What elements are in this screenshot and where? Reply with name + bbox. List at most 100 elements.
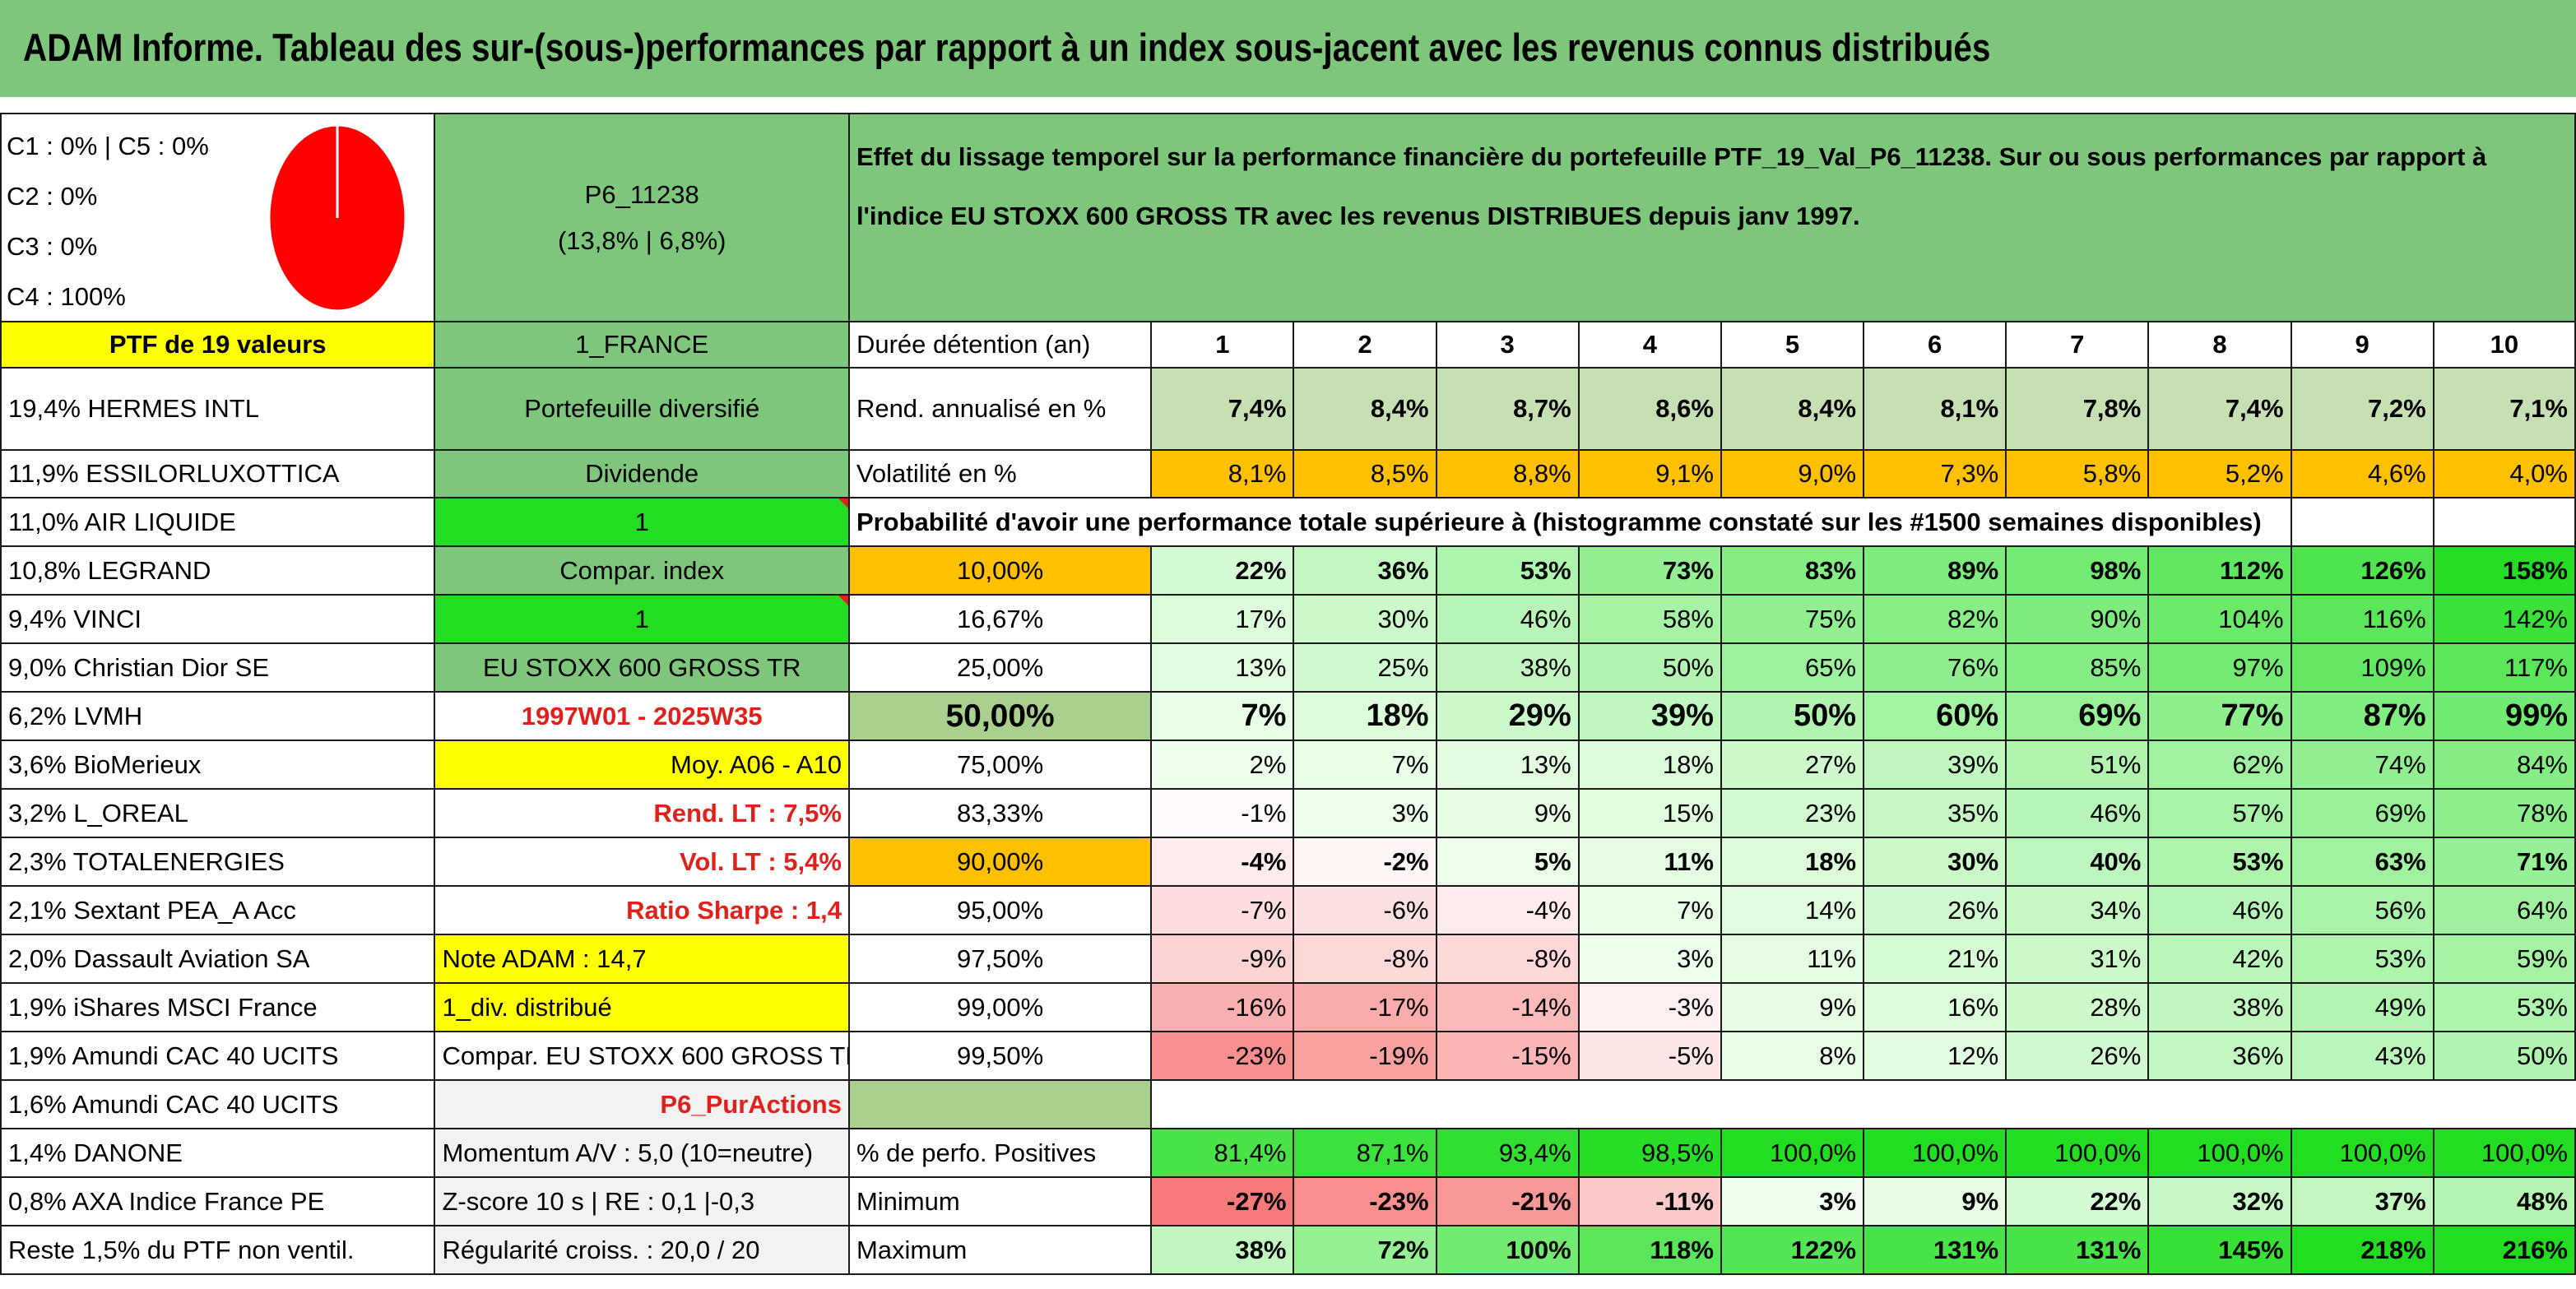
info-cell: 1997W01 - 2025W35 [434,691,850,741]
holding-cell: 1,9% iShares MSCI France [0,982,436,1032]
table-row: 11,9% ESSILORLUXOTTICA Dividende Volatilit… [0,449,2576,498]
percentile-value: -7% [1150,885,1295,935]
percentile-value: -5% [1577,1031,1722,1081]
pie-legend-item: C2 : 0% [7,182,98,211]
percentile-value: 57% [2147,788,2292,838]
info-cell: 1_FRANCE [434,321,850,369]
percentile-value: 8% [1720,1031,1865,1081]
percentile-value: 60% [1863,691,2007,741]
year-header: 9 [2290,321,2434,369]
percentile-label: 10,00% [847,545,1153,596]
percentile-value: 126% [2290,545,2434,596]
holding-cell: 9,4% VINCI [0,594,436,644]
year-header: 2 [1293,321,1437,369]
pos-value: 87,1% [1293,1128,1437,1178]
percentile-value: 27% [1720,740,1865,790]
min-label: Minimum [847,1176,1153,1226]
percentile-value: 63% [2290,837,2434,887]
fund-code: P6_11238 [584,179,699,209]
min-value: -27% [1150,1176,1295,1226]
percentile-value: 53% [1435,545,1580,596]
pos-value: 81,4% [1150,1128,1295,1178]
percentile-value: 17% [1150,594,1295,644]
percentile-value: 7% [1150,691,1295,741]
info-cell: Ratio Sharpe : 1,4 [434,885,850,935]
min-value: 32% [2147,1176,2292,1226]
rend-value: 7,1% [2432,367,2576,451]
percentile-value: -16% [1150,982,1295,1032]
percentile-value: -3% [1577,982,1722,1032]
fund-performance: (13,8% | 6,8%) [557,225,726,255]
vol-value: 4,0% [2432,449,2576,498]
table-row: 10,8% LEGRAND Compar. index 10,00% 22% 36% 53… [0,545,2576,596]
percentile-label: 95,00% [847,885,1153,935]
max-label: Maximum [847,1225,1153,1275]
percentile-value: 13% [1435,740,1580,790]
percentile-value: 13% [1150,642,1295,693]
table-row: 2,1% Sextant PEA_A Acc Ratio Sharpe : 1,4… [0,885,2576,935]
percentile-value: 78% [2432,788,2576,838]
percentile-value: 82% [1863,594,2007,644]
pos-value: 100,0% [2147,1128,2292,1178]
holding-cell: 3,2% L_OREAL [0,788,436,838]
percentile-value: 15% [1577,788,1722,838]
percentile-value: 3% [1577,934,1722,984]
pos-value: 98,5% [1577,1128,1722,1178]
vol-value: 5,8% [2005,449,2150,498]
year-header: 6 [1863,321,2007,369]
percentile-value: 104% [2147,594,2292,644]
percentile-value: 97% [2147,642,2292,693]
year-header: 1 [1150,321,1295,369]
percentile-value: 9% [1435,788,1580,838]
percentile-value: 116% [2290,594,2434,644]
percentile-value: 36% [1293,545,1437,596]
rend-value: 7,2% [2290,367,2434,451]
percentile-value: 69% [2290,788,2434,838]
percentile-value: 90% [2005,594,2150,644]
rend-value: 7,4% [1150,367,1295,451]
percentile-value: -4% [1435,885,1580,935]
percentile-value: 12% [1863,1031,2007,1081]
min-value: 9% [1863,1176,2007,1226]
vol-value: 7,3% [1863,449,2007,498]
year-header: 3 [1435,321,1580,369]
percentile-label: 16,67% [847,594,1153,644]
percentile-value: 83% [1720,545,1865,596]
percentile-value: 46% [2147,885,2292,935]
percentile-value: 85% [2005,642,2150,693]
table-row: 9,0% Christian Dior SE EU STOXX 600 GROSS… [0,642,2576,693]
info-cell: Momentum A/V : 5,0 (10=neutre) [434,1128,850,1178]
pos-value: 100,0% [1863,1128,2007,1178]
table-row: 0,8% AXA Indice France PE Z-score 10 s | … [0,1176,2576,1226]
title-banner: ADAM Informe. Tableau des sur-(sous-)per… [0,0,2576,97]
percentile-label: 75,00% [847,740,1153,790]
info-cell: Régularité croiss. : 20,0 / 20 [434,1225,850,1275]
percentile-value: -9% [1150,934,1295,984]
table-row: 1,9% iShares MSCI France 1_div. distribué… [0,982,2576,1032]
rend-value: 8,4% [1293,367,1437,451]
percentile-value: 30% [1863,837,2007,887]
percentile-value: 109% [2290,642,2434,693]
min-value: -11% [1577,1176,1722,1226]
percentile-value: 35% [1863,788,2007,838]
year-header: 4 [1577,321,1722,369]
max-value: 131% [1863,1225,2007,1275]
holding-cell: 9,0% Christian Dior SE [0,642,436,693]
percentile-value: 9% [1720,982,1865,1032]
percentile-value: 16% [1863,982,2007,1032]
percentile-value: 56% [2290,885,2434,935]
rend-value: 8,7% [1435,367,1580,451]
percentile-value: 84% [2432,740,2576,790]
percentile-value: 49% [2290,982,2434,1032]
percentile-value: -17% [1293,982,1437,1032]
holding-cell: 11,0% AIR LIQUIDE [0,497,436,547]
percentile-value: 69% [2005,691,2150,741]
percentile-value: 38% [1435,642,1580,693]
percentile-value: 59% [2432,934,2576,984]
vol-value: 8,1% [1150,449,1295,498]
percentile-value: 2% [1150,740,1295,790]
percentile-value: 98% [2005,545,2150,596]
vol-value: 8,5% [1293,449,1437,498]
holding-cell: 0,8% AXA Indice France PE [0,1176,436,1226]
percentile-value: 62% [2147,740,2292,790]
